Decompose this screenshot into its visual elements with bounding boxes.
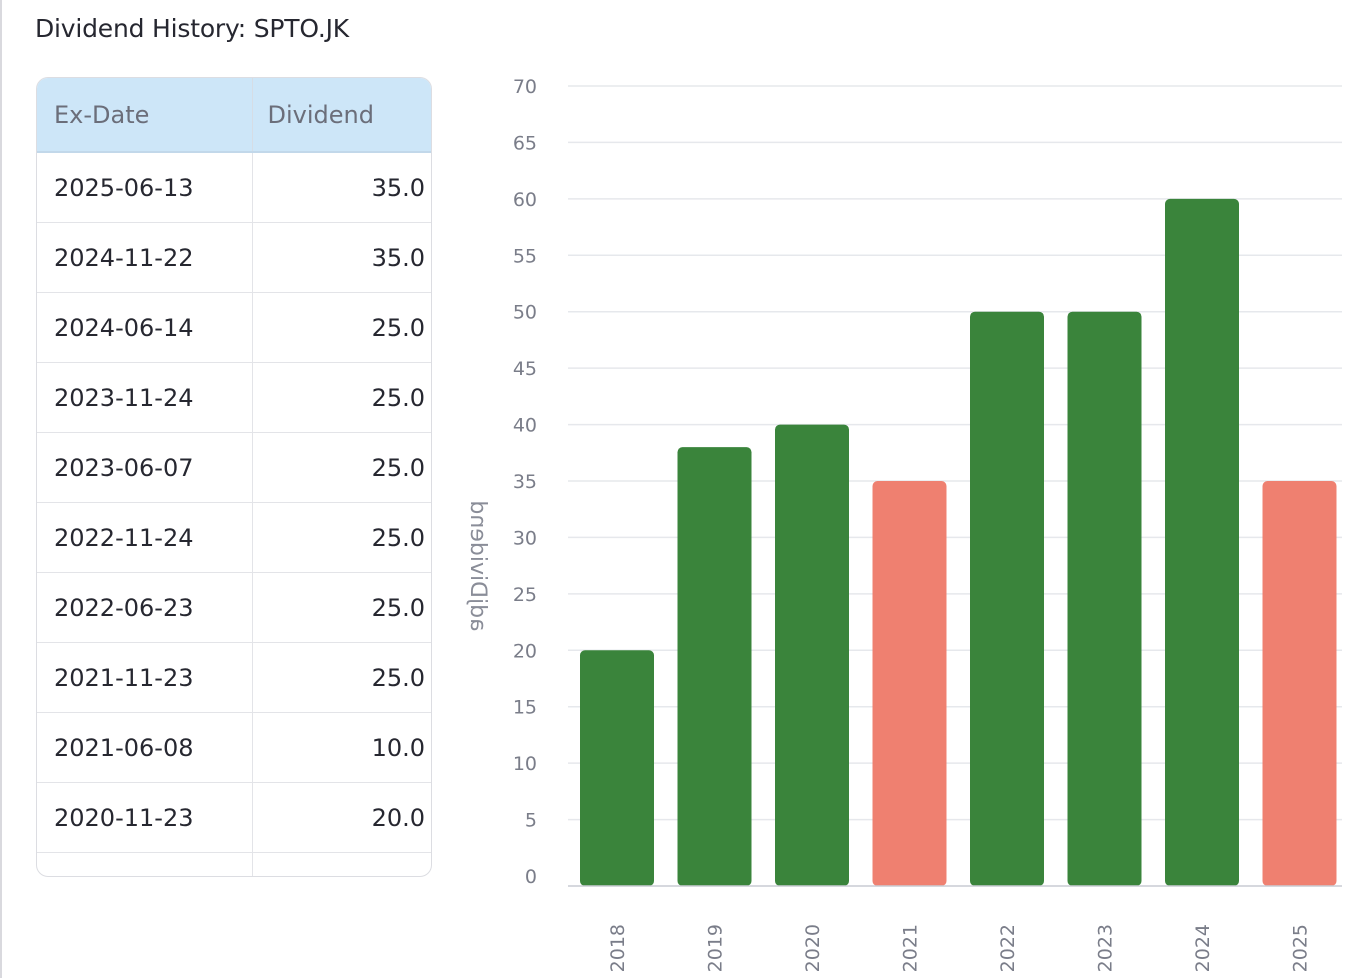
- table-row: 2023-11-24 25.0: [37, 362, 431, 433]
- y-axis-label: adjDividend: [465, 500, 490, 631]
- y-axis-ticks: 0 5 10 15 20 25 30 35 40 45 50 55 60 65 70: [513, 76, 537, 888]
- bar-2022[interactable]: [970, 311, 1044, 886]
- bar-2018[interactable]: [580, 650, 654, 886]
- table-row-partial: [37, 852, 431, 877]
- cell-ex-date[interactable]: 2020-11-23: [37, 782, 253, 853]
- table-row: 2022-06-23 25.0: [37, 572, 431, 643]
- cell-ex-date[interactable]: 2023-11-24: [37, 362, 253, 433]
- bar-2024[interactable]: [1165, 198, 1239, 886]
- column-header-dividend[interactable]: Dividend: [252, 78, 431, 153]
- cell-dividend[interactable]: 20.0: [252, 782, 431, 853]
- y-tick-label: 40: [513, 415, 537, 437]
- page-title: Dividend History: SPTO.JK: [35, 14, 349, 43]
- table-row: 2020-11-23 20.0: [37, 782, 431, 853]
- x-tick-label: 2024: [1192, 924, 1214, 972]
- dividend-table: Ex-Date Dividend 2025-06-13 35.0 2024-11…: [36, 77, 432, 877]
- cell-dividend[interactable]: 10.0: [252, 712, 431, 783]
- table-row: 2021-06-08 10.0: [37, 712, 431, 783]
- bar-2023[interactable]: [1067, 311, 1142, 886]
- y-tick-label: 35: [513, 471, 537, 493]
- cell-dividend[interactable]: 35.0: [252, 222, 431, 293]
- x-tick-label: 2023: [1095, 924, 1117, 972]
- y-tick-label: 20: [513, 640, 537, 662]
- cell-dividend[interactable]: 25.0: [252, 572, 431, 643]
- cell-ex-date[interactable]: 2022-11-24: [37, 502, 253, 573]
- y-tick-label: 25: [513, 584, 537, 606]
- cell-ex-date[interactable]: 2024-11-22: [37, 222, 253, 293]
- table-header-row: Ex-Date Dividend: [37, 78, 431, 153]
- x-tick-label: 2018: [607, 924, 629, 972]
- y-tick-label: 55: [513, 245, 537, 267]
- y-tick-label: 70: [513, 76, 537, 98]
- y-tick-label: 65: [513, 132, 537, 154]
- cell-dividend[interactable]: 25.0: [252, 292, 431, 363]
- y-tick-label: 5: [525, 810, 537, 832]
- cell-dividend[interactable]: 25.0: [252, 432, 431, 503]
- cell-ex-date[interactable]: 2024-06-14: [37, 292, 253, 363]
- cell-empty: [37, 852, 253, 876]
- bar-2020[interactable]: [775, 424, 849, 886]
- table-row: 2021-11-23 25.0: [37, 642, 431, 713]
- y-tick-label: 30: [513, 527, 537, 549]
- cell-ex-date[interactable]: 2022-06-23: [37, 572, 253, 643]
- y-tick-label: 15: [513, 697, 537, 719]
- x-tick-label: 2020: [802, 924, 824, 972]
- y-tick-label: 10: [513, 753, 537, 775]
- table-row: 2025-06-13 35.0: [37, 152, 431, 223]
- x-tick-label: 2022: [997, 924, 1019, 972]
- cell-dividend[interactable]: 25.0: [252, 502, 431, 573]
- y-tick-label: 60: [513, 189, 537, 211]
- x-tick-label: 2021: [900, 924, 922, 972]
- bar-2019[interactable]: [677, 447, 752, 886]
- table-row: 2022-11-24 25.0: [37, 502, 431, 573]
- x-tick-label: 2025: [1290, 924, 1312, 972]
- cell-ex-date[interactable]: 2021-06-08: [37, 712, 253, 783]
- y-tick-label: 0: [525, 866, 537, 888]
- column-header-ex-date[interactable]: Ex-Date: [37, 78, 253, 153]
- x-axis-ticks: 2018 2019 2020 2021 2022 2023 2024 2025: [607, 924, 1312, 972]
- cell-ex-date[interactable]: 2023-06-07: [37, 432, 253, 503]
- cell-dividend[interactable]: 35.0: [252, 152, 431, 223]
- cell-dividend[interactable]: 25.0: [252, 642, 431, 713]
- cell-ex-date[interactable]: 2025-06-13: [37, 152, 253, 223]
- bar-2021[interactable]: [872, 481, 947, 886]
- y-tick-label: 50: [513, 302, 537, 324]
- bars: [580, 198, 1337, 886]
- cell-dividend[interactable]: 25.0: [252, 362, 431, 433]
- table-row: 2024-06-14 25.0: [37, 292, 431, 363]
- cell-empty: [252, 853, 431, 877]
- bar-2025[interactable]: [1262, 481, 1337, 886]
- cell-ex-date[interactable]: 2021-11-23: [37, 642, 253, 713]
- table-row: 2024-11-22 35.0: [37, 222, 431, 293]
- x-tick-label: 2019: [705, 924, 727, 972]
- table-row: 2023-06-07 25.0: [37, 432, 431, 503]
- y-tick-label: 45: [513, 358, 537, 380]
